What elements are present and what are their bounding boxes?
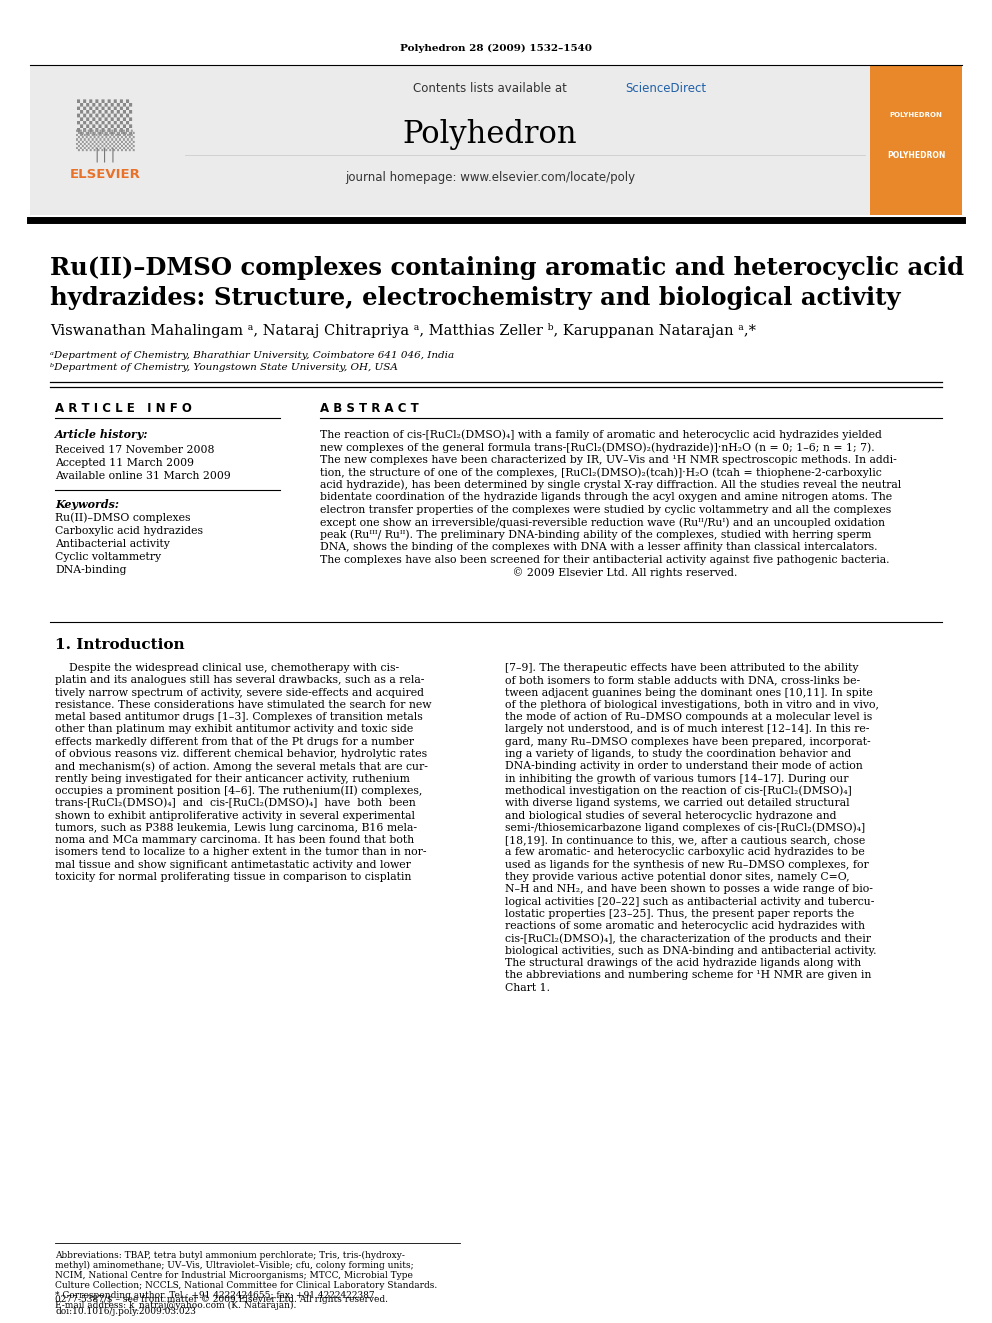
Text: and mechanism(s) of action. Among the several metals that are cur-: and mechanism(s) of action. Among the se… <box>55 761 428 771</box>
Text: Ru(II)–DMSO complexes containing aromatic and heterocyclic acid: Ru(II)–DMSO complexes containing aromati… <box>50 255 964 280</box>
Text: DNA, shows the binding of the complexes with DNA with a lesser affinity than cla: DNA, shows the binding of the complexes … <box>320 542 878 553</box>
Text: DNA-binding activity in order to understand their mode of action: DNA-binding activity in order to underst… <box>505 762 863 771</box>
Text: The new complexes have been characterized by IR, UV–Vis and ¹H NMR spectroscopic: The new complexes have been characterize… <box>320 455 897 464</box>
Text: ᵇDepartment of Chemistry, Youngstown State University, OH, USA: ᵇDepartment of Chemistry, Youngstown Sta… <box>50 364 398 373</box>
Text: other than platinum may exhibit antitumor activity and toxic side: other than platinum may exhibit antitumo… <box>55 725 414 734</box>
Text: Chart 1.: Chart 1. <box>505 983 550 992</box>
Text: methodical investigation on the reaction of cis-[RuCl₂(DMSO)₄]: methodical investigation on the reaction… <box>505 786 852 796</box>
Text: electron transfer properties of the complexes were studied by cyclic voltammetry: electron transfer properties of the comp… <box>320 505 891 515</box>
Text: tumors, such as P388 leukemia, Lewis lung carcinoma, B16 mela-: tumors, such as P388 leukemia, Lewis lun… <box>55 823 417 833</box>
Text: doi:10.1016/j.poly.2009.03.023: doi:10.1016/j.poly.2009.03.023 <box>55 1307 195 1316</box>
Text: lostatic properties [23–25]. Thus, the present paper reports the: lostatic properties [23–25]. Thus, the p… <box>505 909 854 919</box>
Text: Carboxylic acid hydrazides: Carboxylic acid hydrazides <box>55 527 203 536</box>
Text: hydrazides: Structure, electrochemistry and biological activity: hydrazides: Structure, electrochemistry … <box>50 286 901 310</box>
Text: shown to exhibit antiproliferative activity in several experimental: shown to exhibit antiproliferative activ… <box>55 811 415 820</box>
Text: ▒▒▒▒▒: ▒▒▒▒▒ <box>75 130 134 151</box>
Text: journal homepage: www.elsevier.com/locate/poly: journal homepage: www.elsevier.com/locat… <box>345 172 635 184</box>
Text: Accepted 11 March 2009: Accepted 11 March 2009 <box>55 458 194 468</box>
Text: a few aromatic- and heterocyclic carboxylic acid hydrazides to be: a few aromatic- and heterocyclic carboxy… <box>505 848 865 857</box>
Text: except one show an irreversible/quasi-reversible reduction wave (Ruᴵᴵ/Ruᴵ) and a: except one show an irreversible/quasi-re… <box>320 517 885 528</box>
Text: trans-[RuCl₂(DMSO)₄]  and  cis-[RuCl₂(DMSO)₄]  have  both  been: trans-[RuCl₂(DMSO)₄] and cis-[RuCl₂(DMSO… <box>55 798 416 808</box>
Text: ▒▒▒: ▒▒▒ <box>77 99 133 136</box>
Text: Antibacterial activity: Antibacterial activity <box>55 538 170 549</box>
Text: tion, the structure of one of the complexes, [RuCl₂(DMSO)₂(tcah)]·H₂O (tcah = th: tion, the structure of one of the comple… <box>320 467 882 478</box>
Text: platin and its analogues still has several drawbacks, such as a rela-: platin and its analogues still has sever… <box>55 675 425 685</box>
Text: POLYHEDRON: POLYHEDRON <box>887 151 945 160</box>
Bar <box>30 65 180 216</box>
Text: biological activities, such as DNA-binding and antibacterial activity.: biological activities, such as DNA-bindi… <box>505 946 877 957</box>
Text: Keywords:: Keywords: <box>55 499 119 509</box>
Text: A R T I C L E   I N F O: A R T I C L E I N F O <box>55 401 191 414</box>
Text: peak (Ruᴵᴵᴵ/ Ruᴵᴵ). The preliminary DNA-binding ability of the complexes, studie: peak (Ruᴵᴵᴵ/ Ruᴵᴵ). The preliminary DNA-… <box>320 529 871 540</box>
Text: used as ligands for the synthesis of new Ru–DMSO complexes, for: used as ligands for the synthesis of new… <box>505 860 869 869</box>
Text: Received 17 November 2008: Received 17 November 2008 <box>55 445 214 455</box>
Text: ing a variety of ligands, to study the coordination behavior and: ing a variety of ligands, to study the c… <box>505 749 851 759</box>
Text: mal tissue and show significant antimetastatic activity and lower: mal tissue and show significant antimeta… <box>55 860 411 869</box>
Text: bidentate coordination of the hydrazide ligands through the acyl oxygen and amin: bidentate coordination of the hydrazide … <box>320 492 892 503</box>
Text: of both isomers to form stable adducts with DNA, cross-links be-: of both isomers to form stable adducts w… <box>505 675 860 685</box>
Bar <box>870 65 962 216</box>
Text: Contents lists available at: Contents lists available at <box>413 82 567 94</box>
Text: occupies a prominent position [4–6]. The ruthenium(II) complexes,: occupies a prominent position [4–6]. The… <box>55 786 423 796</box>
Text: in inhibiting the growth of various tumors [14–17]. During our: in inhibiting the growth of various tumo… <box>505 774 848 783</box>
Text: tween adjacent guanines being the dominant ones [10,11]. In spite: tween adjacent guanines being the domina… <box>505 688 873 697</box>
Text: © 2009 Elsevier Ltd. All rights reserved.: © 2009 Elsevier Ltd. All rights reserved… <box>320 568 737 578</box>
Text: cis-[RuCl₂(DMSO)₄], the characterization of the products and their: cis-[RuCl₂(DMSO)₄], the characterization… <box>505 933 871 943</box>
Text: 0277-5387/$ – see front matter © 2009 Elsevier Ltd. All rights reserved.: 0277-5387/$ – see front matter © 2009 El… <box>55 1295 388 1304</box>
Text: gard, many Ru–DMSO complexes have been prepared, incorporat-: gard, many Ru–DMSO complexes have been p… <box>505 737 871 746</box>
Text: [18,19]. In continuance to this, we, after a cautious search, chose: [18,19]. In continuance to this, we, aft… <box>505 835 865 845</box>
Text: POLYHEDRON: POLYHEDRON <box>890 112 942 118</box>
Text: Polyhedron 28 (2009) 1532–1540: Polyhedron 28 (2009) 1532–1540 <box>400 44 592 53</box>
Text: resistance. These considerations have stimulated the search for new: resistance. These considerations have st… <box>55 700 432 710</box>
Text: Culture Collection; NCCLS, National Committee for Clinical Laboratory Standards.: Culture Collection; NCCLS, National Comm… <box>55 1281 437 1290</box>
Text: of the plethora of biological investigations, both in vitro and in vivo,: of the plethora of biological investigat… <box>505 700 879 710</box>
Text: semi-/thiosemicarbazone ligand complexes of cis-[RuCl₂(DMSO)₄]: semi-/thiosemicarbazone ligand complexes… <box>505 823 865 833</box>
Text: they provide various active potential donor sites, namely C=O,: they provide various active potential do… <box>505 872 849 882</box>
Text: with diverse ligand systems, we carried out detailed structural: with diverse ligand systems, we carried … <box>505 798 849 808</box>
Text: methyl) aminomethane; UV–Vis, Ultraviolet–Visible; cfu, colony forming units;: methyl) aminomethane; UV–Vis, Ultraviole… <box>55 1261 414 1270</box>
Text: Abbreviations: TBAP, tetra butyl ammonium perchlorate; Tris, tris-(hydroxy-: Abbreviations: TBAP, tetra butyl ammoniu… <box>55 1250 405 1259</box>
Text: and biological studies of several heterocyclic hydrazone and: and biological studies of several hetero… <box>505 811 836 820</box>
Text: toxicity for normal proliferating tissue in comparison to cisplatin: toxicity for normal proliferating tissue… <box>55 872 412 882</box>
Text: ScienceDirect: ScienceDirect <box>625 82 706 94</box>
Text: The structural drawings of the acid hydrazide ligands along with: The structural drawings of the acid hydr… <box>505 958 861 968</box>
Text: NCIM, National Centre for Industrial Microorganisms; MTCC, Microbial Type: NCIM, National Centre for Industrial Mic… <box>55 1270 413 1279</box>
Text: of obvious reasons viz. different chemical behavior, hydrolytic rates: of obvious reasons viz. different chemic… <box>55 749 428 759</box>
Text: [7–9]. The therapeutic effects have been attributed to the ability: [7–9]. The therapeutic effects have been… <box>505 663 858 673</box>
Text: E-mail address: k_natraj@yahoo.com (K. Natarajan).: E-mail address: k_natraj@yahoo.com (K. N… <box>55 1301 297 1310</box>
Text: the mode of action of Ru–DMSO compounds at a molecular level is: the mode of action of Ru–DMSO compounds … <box>505 712 872 722</box>
Text: N–H and NH₂, and have been shown to posses a wide range of bio-: N–H and NH₂, and have been shown to poss… <box>505 884 873 894</box>
Text: 1. Introduction: 1. Introduction <box>55 638 185 652</box>
Text: Viswanathan Mahalingam ᵃ, Nataraj Chitrapriya ᵃ, Matthias Zeller ᵇ, Karuppanan N: Viswanathan Mahalingam ᵃ, Nataraj Chitra… <box>50 323 756 337</box>
Text: the abbreviations and numbering scheme for ¹H NMR are given in: the abbreviations and numbering scheme f… <box>505 971 871 980</box>
Text: rently being investigated for their anticancer activity, ruthenium: rently being investigated for their anti… <box>55 774 410 783</box>
Text: acid hydrazide), has been determined by single crystal X-ray diffraction. All th: acid hydrazide), has been determined by … <box>320 480 902 491</box>
Text: A B S T R A C T: A B S T R A C T <box>320 401 419 414</box>
Text: ᵃDepartment of Chemistry, Bharathiar University, Coimbatore 641 046, India: ᵃDepartment of Chemistry, Bharathiar Uni… <box>50 351 454 360</box>
Text: The reaction of cis-[RuCl₂(DMSO)₄] with a family of aromatic and heterocyclic ac: The reaction of cis-[RuCl₂(DMSO)₄] with … <box>320 430 882 441</box>
Text: Despite the widespread clinical use, chemotherapy with cis-: Despite the widespread clinical use, che… <box>55 663 399 673</box>
Text: new complexes of the general formula trans-[RuCl₂(DMSO)₂(hydrazide)]·nH₂O (n = 0: new complexes of the general formula tra… <box>320 442 875 452</box>
Text: isomers tend to localize to a higher extent in the tumor than in nor-: isomers tend to localize to a higher ext… <box>55 848 427 857</box>
Text: The complexes have also been screened for their antibacterial activity against f: The complexes have also been screened fo… <box>320 556 890 565</box>
Text: DNA-binding: DNA-binding <box>55 565 127 576</box>
Text: Article history:: Article history: <box>55 430 149 441</box>
Bar <box>30 65 962 216</box>
Text: * Corresponding author. Tel.: +91 4222424655; fax: +91 4222422387.: * Corresponding author. Tel.: +91 422242… <box>55 1290 378 1299</box>
Text: Available online 31 March 2009: Available online 31 March 2009 <box>55 471 231 482</box>
Text: largely not understood, and is of much interest [12–14]. In this re-: largely not understood, and is of much i… <box>505 725 869 734</box>
Text: Polyhedron: Polyhedron <box>403 119 577 151</box>
Text: noma and MCa mammary carcinoma. It has been found that both: noma and MCa mammary carcinoma. It has b… <box>55 835 414 845</box>
Text: Ru(II)–DMSO complexes: Ru(II)–DMSO complexes <box>55 513 190 524</box>
Text: reactions of some aromatic and heterocyclic acid hydrazides with: reactions of some aromatic and heterocyc… <box>505 921 865 931</box>
Text: logical activities [20–22] such as antibacterial activity and tubercu-: logical activities [20–22] such as antib… <box>505 897 874 906</box>
Text: effects markedly different from that of the Pt drugs for a number: effects markedly different from that of … <box>55 737 414 746</box>
Text: metal based antitumor drugs [1–3]. Complexes of transition metals: metal based antitumor drugs [1–3]. Compl… <box>55 712 423 722</box>
Text: Cyclic voltammetry: Cyclic voltammetry <box>55 552 161 562</box>
Text: |||: ||| <box>92 148 118 163</box>
Text: ELSEVIER: ELSEVIER <box>69 168 141 181</box>
Text: tively narrow spectrum of activity, severe side-effects and acquired: tively narrow spectrum of activity, seve… <box>55 688 424 697</box>
